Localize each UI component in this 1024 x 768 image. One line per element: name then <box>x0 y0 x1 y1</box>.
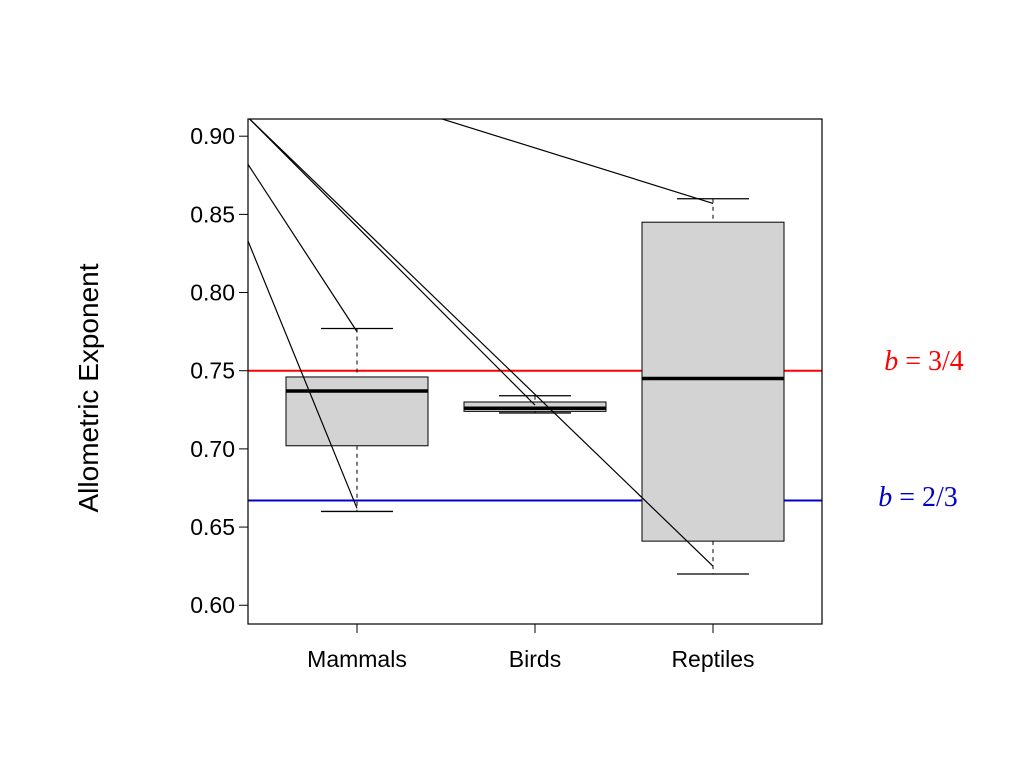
y-tick-label: 0.70 <box>190 436 235 462</box>
annotation-line-1 <box>248 119 714 567</box>
y-tick-label: 0.75 <box>190 358 235 384</box>
y-axis: 0.60 0.65 0.70 0.75 0.80 0.85 0.90 <box>190 123 248 618</box>
box-group <box>285 198 785 575</box>
y-tick-label: 0.85 <box>190 201 235 227</box>
annotation-lines <box>248 119 714 567</box>
y-tick-label: 0.90 <box>190 123 235 149</box>
y-axis-title: Allometric Exponent <box>73 263 104 512</box>
x-tick-label: Reptiles <box>671 646 754 672</box>
annotation-line-3 <box>248 164 358 332</box>
box-mammals <box>285 327 429 513</box>
box-birds <box>463 395 607 414</box>
reference-label-2: b = 2/3 <box>878 482 958 513</box>
x-tick-label: Mammals <box>307 646 407 672</box>
interquartile-box <box>641 221 785 542</box>
annotation-line-4 <box>248 240 358 509</box>
interquartile-box <box>285 376 429 447</box>
annotation-line-2 <box>248 119 536 406</box>
reference-label-1: b = 3/4 <box>884 346 964 377</box>
reference-line-labels: b = 3/4 b = 2/3 <box>878 346 964 513</box>
x-axis: Mammals Birds Reptiles <box>307 624 755 672</box>
y-tick-label: 0.80 <box>190 280 235 306</box>
annotation-line-5 <box>440 119 714 205</box>
box-reptiles <box>641 198 785 575</box>
y-tick-label: 0.60 <box>190 592 235 618</box>
y-tick-label: 0.65 <box>190 514 235 540</box>
x-tick-label: Birds <box>509 646 561 672</box>
